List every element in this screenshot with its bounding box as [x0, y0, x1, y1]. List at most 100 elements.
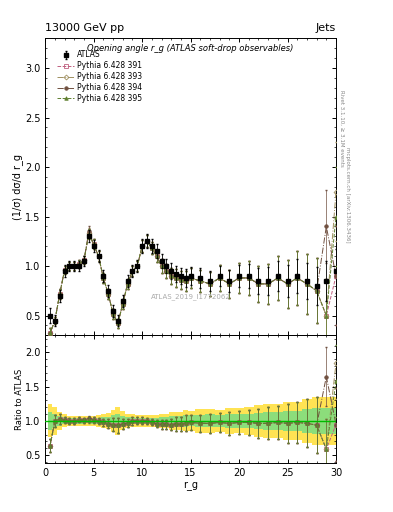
Pythia 6.428 391: [334, 273, 338, 279]
Pythia 6.428 395: [174, 275, 178, 281]
Pythia 6.428 395: [111, 310, 116, 316]
Pythia 6.428 394: [111, 310, 116, 316]
Pythia 6.428 394: [174, 275, 178, 281]
Pythia 6.428 395: [334, 214, 338, 220]
Pythia 6.428 395: [62, 267, 67, 273]
Pythia 6.428 395: [125, 281, 130, 287]
Pythia 6.428 394: [77, 261, 81, 267]
Pythia 6.428 393: [101, 275, 106, 281]
Pythia 6.428 394: [82, 257, 86, 263]
Text: 13000 GeV pp: 13000 GeV pp: [45, 23, 124, 33]
Pythia 6.428 395: [140, 243, 145, 249]
Pythia 6.428 393: [86, 230, 91, 237]
Pythia 6.428 391: [154, 253, 159, 259]
Pythia 6.428 394: [140, 243, 145, 249]
Pythia 6.428 393: [77, 261, 81, 267]
Pythia 6.428 394: [178, 277, 183, 283]
Pythia 6.428 393: [314, 288, 319, 294]
Pythia 6.428 395: [305, 281, 309, 287]
Y-axis label: Ratio to ATLAS: Ratio to ATLAS: [15, 369, 24, 430]
Pythia 6.428 393: [285, 281, 290, 287]
Pythia 6.428 391: [106, 291, 110, 297]
Pythia 6.428 394: [101, 275, 106, 281]
Pythia 6.428 393: [305, 281, 309, 287]
Pythia 6.428 395: [57, 291, 62, 297]
Pythia 6.428 395: [145, 238, 149, 244]
Pythia 6.428 391: [149, 245, 154, 251]
Pythia 6.428 395: [246, 275, 251, 281]
Pythia 6.428 391: [82, 257, 86, 263]
Pythia 6.428 393: [125, 281, 130, 287]
Pythia 6.428 394: [130, 268, 135, 274]
Pythia 6.428 394: [285, 281, 290, 287]
Text: Rivet 3.1.10, ≥ 3.1M events: Rivet 3.1.10, ≥ 3.1M events: [339, 90, 344, 166]
Pythia 6.428 393: [48, 330, 52, 336]
Pythia 6.428 393: [82, 257, 86, 263]
Pythia 6.428 395: [53, 317, 57, 324]
Pythia 6.428 395: [91, 241, 96, 247]
Pythia 6.428 394: [227, 281, 232, 287]
Pythia 6.428 393: [334, 189, 338, 195]
Pythia 6.428 393: [67, 263, 72, 269]
Pythia 6.428 391: [53, 317, 57, 324]
Pythia 6.428 395: [178, 277, 183, 283]
Pythia 6.428 393: [140, 243, 145, 249]
Pythia 6.428 395: [159, 263, 164, 269]
Pythia 6.428 395: [198, 278, 203, 284]
Pythia 6.428 393: [198, 278, 203, 284]
Pythia 6.428 395: [237, 275, 241, 281]
Pythia 6.428 394: [86, 228, 91, 234]
Pythia 6.428 394: [57, 291, 62, 297]
Line: Pythia 6.428 391: Pythia 6.428 391: [48, 232, 338, 335]
Pythia 6.428 393: [164, 268, 169, 274]
Pythia 6.428 393: [96, 253, 101, 259]
Pythia 6.428 391: [246, 275, 251, 281]
Pythia 6.428 394: [106, 291, 110, 297]
Pythia 6.428 394: [154, 253, 159, 259]
Pythia 6.428 394: [334, 273, 338, 279]
Pythia 6.428 393: [91, 241, 96, 247]
Pythia 6.428 395: [188, 275, 193, 281]
Pythia 6.428 394: [217, 275, 222, 281]
Pythia 6.428 391: [184, 278, 188, 284]
Pythia 6.428 394: [324, 223, 329, 229]
Text: mcplots.cern.ch [arXiv:1306.3436]: mcplots.cern.ch [arXiv:1306.3436]: [345, 147, 350, 242]
Pythia 6.428 394: [305, 281, 309, 287]
Pythia 6.428 393: [169, 273, 174, 279]
Pythia 6.428 391: [72, 263, 77, 269]
Pythia 6.428 395: [72, 263, 77, 269]
Y-axis label: (1/σ) dσ/d r_g: (1/σ) dσ/d r_g: [13, 154, 24, 220]
Pythia 6.428 394: [135, 263, 140, 269]
Pythia 6.428 394: [188, 275, 193, 281]
Pythia 6.428 393: [72, 263, 77, 269]
Pythia 6.428 395: [295, 275, 299, 281]
Pythia 6.428 391: [227, 281, 232, 287]
Pythia 6.428 395: [77, 261, 81, 267]
Pythia 6.428 394: [159, 263, 164, 269]
Pythia 6.428 391: [314, 288, 319, 294]
Pythia 6.428 394: [120, 301, 125, 307]
Pythia 6.428 391: [217, 275, 222, 281]
Pythia 6.428 393: [237, 275, 241, 281]
Pythia 6.428 393: [62, 267, 67, 273]
Text: Jets: Jets: [316, 23, 336, 33]
Pythia 6.428 393: [266, 281, 270, 287]
Pythia 6.428 391: [159, 263, 164, 269]
Pythia 6.428 393: [256, 281, 261, 287]
Pythia 6.428 393: [208, 281, 212, 287]
Pythia 6.428 391: [295, 275, 299, 281]
Pythia 6.428 393: [149, 245, 154, 251]
Pythia 6.428 393: [53, 317, 57, 324]
Pythia 6.428 391: [256, 281, 261, 287]
Pythia 6.428 395: [314, 288, 319, 294]
Pythia 6.428 395: [82, 257, 86, 263]
Pythia 6.428 391: [188, 275, 193, 281]
Pythia 6.428 393: [188, 275, 193, 281]
Pythia 6.428 393: [324, 312, 329, 318]
Pythia 6.428 391: [164, 268, 169, 274]
Pythia 6.428 395: [184, 278, 188, 284]
Pythia 6.428 395: [135, 263, 140, 269]
Pythia 6.428 393: [145, 238, 149, 244]
Pythia 6.428 391: [130, 268, 135, 274]
Pythia 6.428 395: [208, 281, 212, 287]
